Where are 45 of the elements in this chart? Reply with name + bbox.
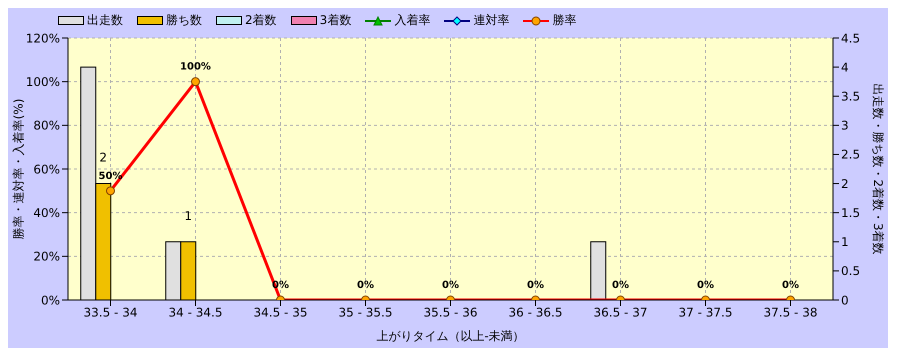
legend-label: 入着率: [394, 12, 430, 29]
y-axis-title: 勝率・連対率・入着率(%): [11, 98, 26, 240]
data-label: 0%: [442, 280, 459, 291]
y-tick-label: 100%: [26, 74, 60, 89]
data-label: 0%: [782, 280, 799, 291]
y2-axis-title: 出走数・勝ち数・2着数・3着数: [870, 83, 885, 255]
x-tick-label: 35 - 35.5: [338, 306, 392, 320]
y2-tick-label: 1: [841, 235, 849, 250]
x-tick-label: 37.5 - 38: [764, 306, 818, 320]
legend-label: 2着数: [245, 12, 277, 29]
data-label: 0%: [527, 280, 544, 291]
x-axis-title: 上がりタイム（以上-未満）: [376, 329, 525, 343]
x-tick-label: 33.5 - 34: [84, 306, 138, 320]
y-tick-label: 60%: [33, 162, 60, 176]
x-tick-label: 34 - 34.5: [168, 306, 222, 320]
legend-label: 勝率: [552, 12, 576, 29]
x-tick-label: 35.5 - 36: [424, 306, 478, 320]
x-tick-label: 36 - 36.5: [508, 306, 562, 320]
y-tick-label: 20%: [33, 250, 60, 264]
y2-tick-label: 2: [841, 176, 849, 191]
x-tick-label: 34.5 - 35: [254, 306, 308, 320]
y2-tick-label: 3.5: [841, 89, 860, 104]
data-label: 0%: [357, 280, 374, 291]
legend-label: 出走数: [87, 12, 123, 29]
y-tick-label: 80%: [33, 118, 60, 133]
y2-tick-label: 4.5: [841, 31, 860, 46]
legend-label: 3着数: [320, 12, 352, 29]
y2-tick-label: 0.5: [841, 264, 860, 278]
y2-tick-label: 2.5: [841, 148, 860, 162]
x-tick-label: 37 - 37.5: [678, 306, 732, 320]
y2-tick-label: 1.5: [841, 206, 860, 220]
legend-label: 連対率: [473, 12, 510, 29]
x-tick-label: 36.5 - 37: [594, 306, 648, 320]
y-tick-label: 0%: [40, 293, 60, 308]
y2-tick-label: 3: [841, 118, 849, 133]
data-label: 100%: [180, 62, 211, 73]
y-tick-label: 40%: [33, 206, 60, 220]
y2-tick-label: 0: [841, 293, 849, 308]
y-tick-label: 120%: [26, 31, 60, 46]
y2-tick-label: 4: [841, 60, 849, 74]
data-label: 1: [184, 208, 192, 223]
data-label: 2: [99, 150, 108, 165]
legend-label: 勝ち数: [166, 12, 202, 29]
data-label: 0%: [697, 280, 714, 291]
data-label: 0%: [612, 280, 629, 291]
